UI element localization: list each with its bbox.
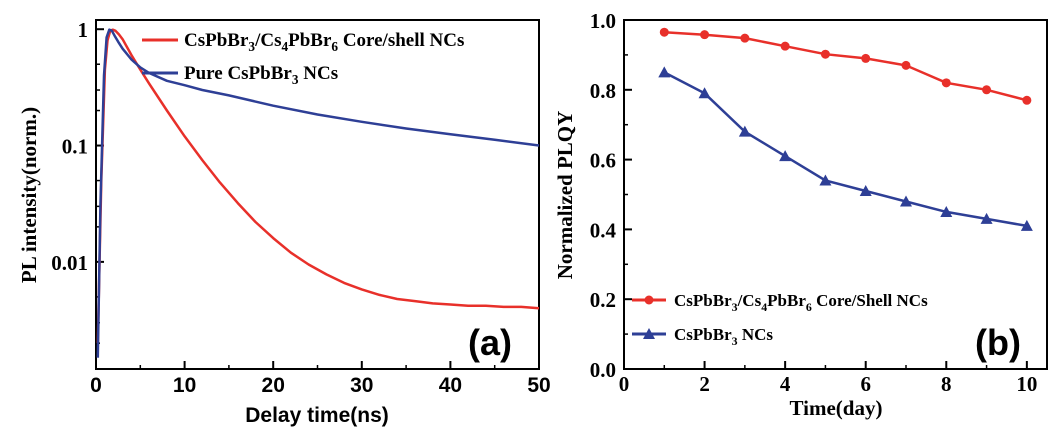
legend-label: CsPbBr3/Cs4PbBr6 Core/Shell NCs [674,291,928,314]
panel-b-series [658,27,1033,231]
legend-marker [644,295,654,305]
data-point [982,85,992,95]
legend-label-part: PbBr [288,30,332,51]
x-tick-label: 20 [262,374,285,397]
y-tick-label: 0.8 [590,79,616,103]
series-line-pure [663,71,1028,228]
y-tick-label: 0.01 [51,251,88,275]
x-tick-label: 10 [173,374,196,397]
data-point [820,49,830,59]
panel-a-label: (a) [468,322,512,363]
legend-label: CsPbBr3/Cs4PbBr6 Core/shell NCs [184,30,464,54]
panel-b-xlabel: Time(day) [790,396,883,420]
legend-label-part: 4 [761,300,767,314]
x-tick-label: 0 [619,372,630,396]
series-line-core-shell [664,30,1028,102]
panel-a-xlabel: Delay time(ns) [245,404,389,427]
legend-label-part: 3 [732,334,738,348]
x-tick-label: 40 [439,374,462,397]
panel-b-ticks: 0 2 4 6 8 10 0.0 0.2 0.4 0.6 0.8 1.0 [590,9,1038,396]
legend-label: CsPbBr3 NCs [674,325,773,348]
y-tick-label: 0.2 [590,288,616,312]
y-tick-label: 0.4 [590,218,617,242]
series-line-core-shell [96,28,540,344]
legend-label-part: /Cs [254,30,281,51]
x-tick-label: 6 [860,372,871,396]
legend-label-part: CsPbBr [674,325,732,344]
data-point [941,78,951,88]
legend-label-part: 6 [331,39,338,54]
data-point [738,125,751,137]
x-tick-label: 2 [699,372,710,396]
data-point [700,30,710,40]
x-tick-label: 50 [527,374,550,397]
legend-label: Pure CsPbBr3 NCs [184,63,338,87]
data-point [658,66,671,78]
data-point [980,212,993,224]
panel-b-label: (b) [975,322,1021,363]
x-tick-label: 30 [350,374,373,397]
legend-label-part: 3 [732,300,738,314]
panel-b-plqy-chart: 0 2 4 6 8 10 0.0 0.2 0.4 0.6 0.8 1.0 Time(day) Norm… [553,9,1048,420]
data-point [740,33,750,43]
legend-label-part: 6 [806,300,812,314]
legend-label-part: 3 [248,39,255,54]
x-tick-label: 0 [90,374,102,397]
data-point [819,174,832,186]
data-point [698,87,711,99]
legend-label-part: PbBr [767,291,806,310]
panel-b-plot-frame [623,19,1048,370]
y-tick-label: 1 [78,18,89,42]
panel-a-pl-decay-chart: 0 10 20 30 40 50 1 0.1 0.01 Delay time(ns) PL in… [17,18,551,427]
y-tick-label: 0.1 [62,135,88,159]
data-point [1020,219,1033,231]
y-tick-label: 1.0 [590,9,616,33]
data-point [1022,95,1032,105]
data-point [901,60,911,70]
data-point [900,195,912,207]
legend-label-part: /Cs [737,291,762,310]
y-tick-label: 0.6 [590,149,616,173]
y-tick-label: 0.0 [590,358,616,382]
x-tick-label: 4 [780,372,791,396]
legend-marker [643,328,655,339]
legend-label-part: NCs [299,63,339,84]
data-point [659,27,669,37]
legend-label-part: Pure CsPbBr [184,63,292,84]
data-point [940,205,953,217]
legend-label-part: CsPbBr [184,30,249,51]
panel-a-ticks: 0 10 20 30 40 50 1 0.1 0.01 [51,18,550,397]
data-point [780,41,790,51]
panel-a-ylabel: PL intensity(norm.) [17,107,41,283]
data-point [859,185,872,197]
legend-label-part: Core/shell NCs [338,30,464,51]
legend-label-part: 4 [281,39,288,54]
x-tick-label: 10 [1016,372,1037,396]
legend-label-part: NCs [738,325,774,344]
panel-b-ylabel: Normalized PLQY [553,111,577,280]
data-point [779,150,792,162]
legend-label-part: Core/Shell NCs [812,291,928,310]
legend-label-part: 3 [292,72,299,87]
x-tick-label: 8 [941,372,952,396]
data-point [861,53,871,63]
legend-label-part: CsPbBr [674,291,732,310]
